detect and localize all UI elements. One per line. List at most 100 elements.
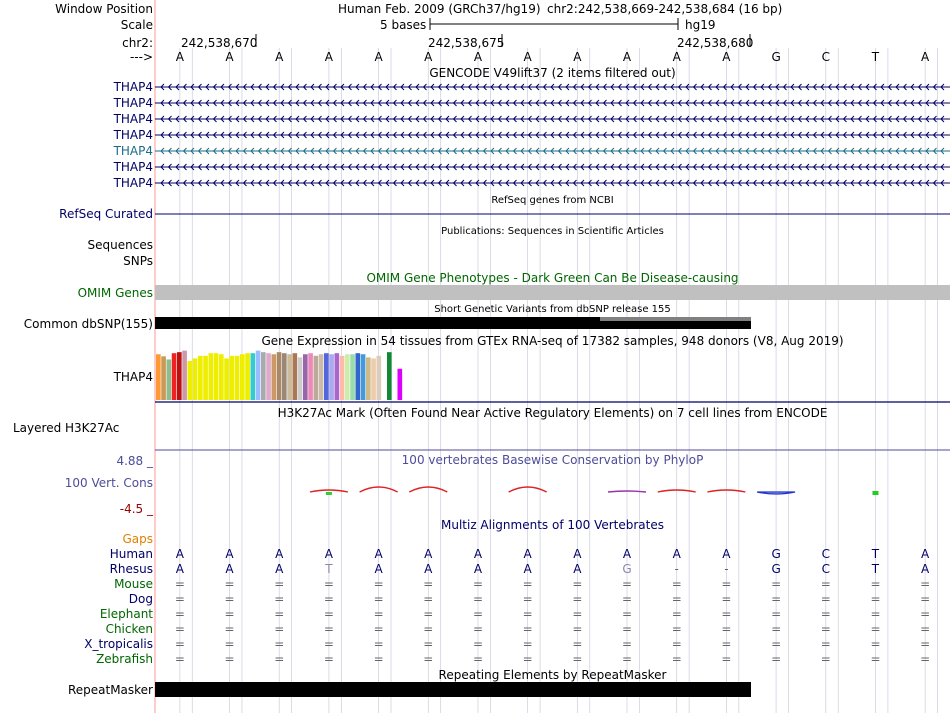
- dbsnp-label[interactable]: Common dbSNP(155): [23, 317, 153, 331]
- refseq-title[interactable]: RefSeq genes from NCBI: [491, 195, 614, 206]
- snps-label[interactable]: SNPs: [123, 254, 153, 268]
- omim-label[interactable]: OMIM Genes: [77, 286, 153, 300]
- h3k27ac-label[interactable]: Layered H3K27Ac: [13, 421, 120, 435]
- gtex-tissue-bar: [224, 358, 229, 400]
- multiz-aligned-base: =: [174, 637, 185, 651]
- gencode-transcript-label[interactable]: THAP4: [113, 80, 153, 94]
- gtex-tissue-bar: [360, 354, 366, 400]
- multiz-aligned-base: =: [323, 652, 334, 666]
- multiz-species-label[interactable]: X_tropicalis: [84, 637, 153, 651]
- sequence-base: C: [821, 50, 830, 64]
- gtex-tissue-bar: [345, 354, 350, 400]
- gtex-tissue-bar: [213, 353, 219, 400]
- multiz-aligned-base: =: [671, 607, 682, 621]
- gencode-transcript-label[interactable]: THAP4: [113, 176, 153, 190]
- gencode-transcript-label[interactable]: THAP4: [113, 144, 153, 158]
- repeatmasker-label[interactable]: RepeatMasker: [67, 683, 153, 697]
- multiz-species-label[interactable]: Elephant: [99, 607, 153, 621]
- assembly-label: Human Feb. 2009 (GRCh37/hg19): [338, 2, 541, 16]
- gtex-tissue-bar: [303, 354, 308, 400]
- gtex-label[interactable]: THAP4: [113, 370, 153, 384]
- conservation-title[interactable]: 100 vertebrates Basewise Conservation by…: [401, 453, 704, 467]
- gencode-title[interactable]: GENCODE V49lift37 (2 items filtered out): [429, 66, 676, 80]
- publications-label[interactable]: Sequences: [87, 238, 153, 252]
- multiz-aligned-base: =: [522, 577, 533, 591]
- multiz-aligned-base: C: [821, 562, 830, 576]
- multiz-aligned-base: =: [671, 652, 682, 666]
- window-position-label: Window Position: [55, 2, 153, 16]
- phylop-score-mark: [872, 491, 879, 495]
- gtex-tissue-bar: [266, 353, 271, 400]
- gtex-tissue-bar: [355, 353, 361, 400]
- multiz-aligned-base: =: [323, 622, 334, 636]
- publications-title[interactable]: Publications: Sequences in Scientific Ar…: [441, 226, 664, 237]
- multiz-aligned-base: =: [224, 577, 235, 591]
- multiz-aligned-base: =: [771, 652, 782, 666]
- multiz-species-label[interactable]: Rhesus: [109, 562, 153, 576]
- phylop-score-mark: [607, 490, 647, 493]
- multiz-aligned-base: A: [324, 547, 334, 561]
- gtex-tissue-bar: [376, 355, 382, 400]
- gencode-strand-arrows: [160, 99, 945, 107]
- multiz-aligned-base: =: [174, 592, 185, 606]
- gtex-tissue-bar: [297, 357, 303, 400]
- multiz-aligned-base: =: [771, 592, 782, 606]
- multiz-aligned-base: A: [175, 562, 184, 576]
- multiz-aligned-base: =: [572, 652, 583, 666]
- multiz-aligned-base: A: [374, 547, 383, 561]
- gtex-tissue-bar: [187, 361, 193, 400]
- gtex-tissue-bar: [219, 354, 224, 400]
- multiz-aligned-base: =: [472, 622, 483, 636]
- gencode-transcript-label[interactable]: THAP4: [113, 160, 153, 174]
- gtex-tissue-bar: [334, 353, 340, 400]
- multiz-title[interactable]: Multiz Alignments of 100 Vertebrates: [440, 518, 665, 532]
- multiz-aligned-base: =: [522, 637, 533, 651]
- conservation-ymin: -4.5 _: [119, 502, 153, 516]
- multiz-species-label[interactable]: Chicken: [105, 622, 153, 636]
- multiz-aligned-base: =: [721, 637, 732, 651]
- position-label[interactable]: chr2:242,538,669-242,538,684 (16 bp): [547, 2, 783, 16]
- gtex-tissue-bar: [371, 358, 376, 400]
- multiz-aligned-base: =: [771, 577, 782, 591]
- phylop-score-mark: [408, 486, 448, 493]
- refseq-label[interactable]: RefSeq Curated: [59, 207, 153, 221]
- gtex-tissue-bar: [182, 350, 187, 400]
- multiz-aligned-base: =: [920, 607, 931, 621]
- multiz-aligned-base: =: [820, 607, 831, 621]
- multiz-aligned-base: =: [820, 592, 831, 606]
- conservation-label[interactable]: 100 Vert. Cons: [64, 476, 153, 490]
- repeatmasker-title[interactable]: Repeating Elements by RepeatMasker: [438, 668, 667, 682]
- multiz-species-label[interactable]: Dog: [128, 592, 153, 606]
- multiz-species-label[interactable]: Human: [109, 547, 153, 561]
- sequence-base: A: [722, 50, 731, 64]
- sequence-base: A: [523, 50, 532, 64]
- multiz-aligned-base: A: [374, 562, 383, 576]
- omim-title[interactable]: OMIM Gene Phenotypes - Dark Green Can Be…: [366, 271, 739, 285]
- phylop-score-mark: [508, 486, 547, 493]
- multiz-aligned-base: =: [423, 622, 434, 636]
- multiz-aligned-base: =: [423, 652, 434, 666]
- phylop-score-mark: [309, 489, 349, 493]
- multiz-aligned-base: =: [721, 652, 732, 666]
- multiz-species-label[interactable]: Zebrafish: [96, 652, 153, 666]
- gencode-transcript-label[interactable]: THAP4: [113, 96, 153, 110]
- multiz-aligned-base: =: [870, 622, 881, 636]
- multiz-aligned-base: =: [671, 577, 682, 591]
- gencode-transcript-label[interactable]: THAP4: [113, 112, 153, 126]
- multiz-aligned-base: =: [572, 607, 583, 621]
- multiz-aligned-base: =: [771, 637, 782, 651]
- multiz-aligned-base: =: [721, 607, 732, 621]
- multiz-aligned-base: =: [572, 577, 583, 591]
- dbsnp-title[interactable]: Short Genetic Variants from dbSNP releas…: [434, 304, 671, 315]
- gencode-transcript-label[interactable]: THAP4: [113, 128, 153, 142]
- multiz-aligned-base: =: [472, 592, 483, 606]
- gtex-tissue-bar: [350, 354, 355, 400]
- sequence-base: A: [175, 50, 184, 64]
- multiz-species-label[interactable]: Mouse: [114, 577, 153, 591]
- phylop-score-mark: [657, 489, 696, 493]
- h3k27ac-title[interactable]: H3K27Ac Mark (Often Found Near Active Re…: [277, 406, 828, 420]
- gtex-title[interactable]: Gene Expression in 54 tissues from GTEx …: [261, 334, 844, 348]
- gaps-label[interactable]: Gaps: [122, 532, 153, 546]
- multiz-aligned-base: A: [473, 547, 483, 561]
